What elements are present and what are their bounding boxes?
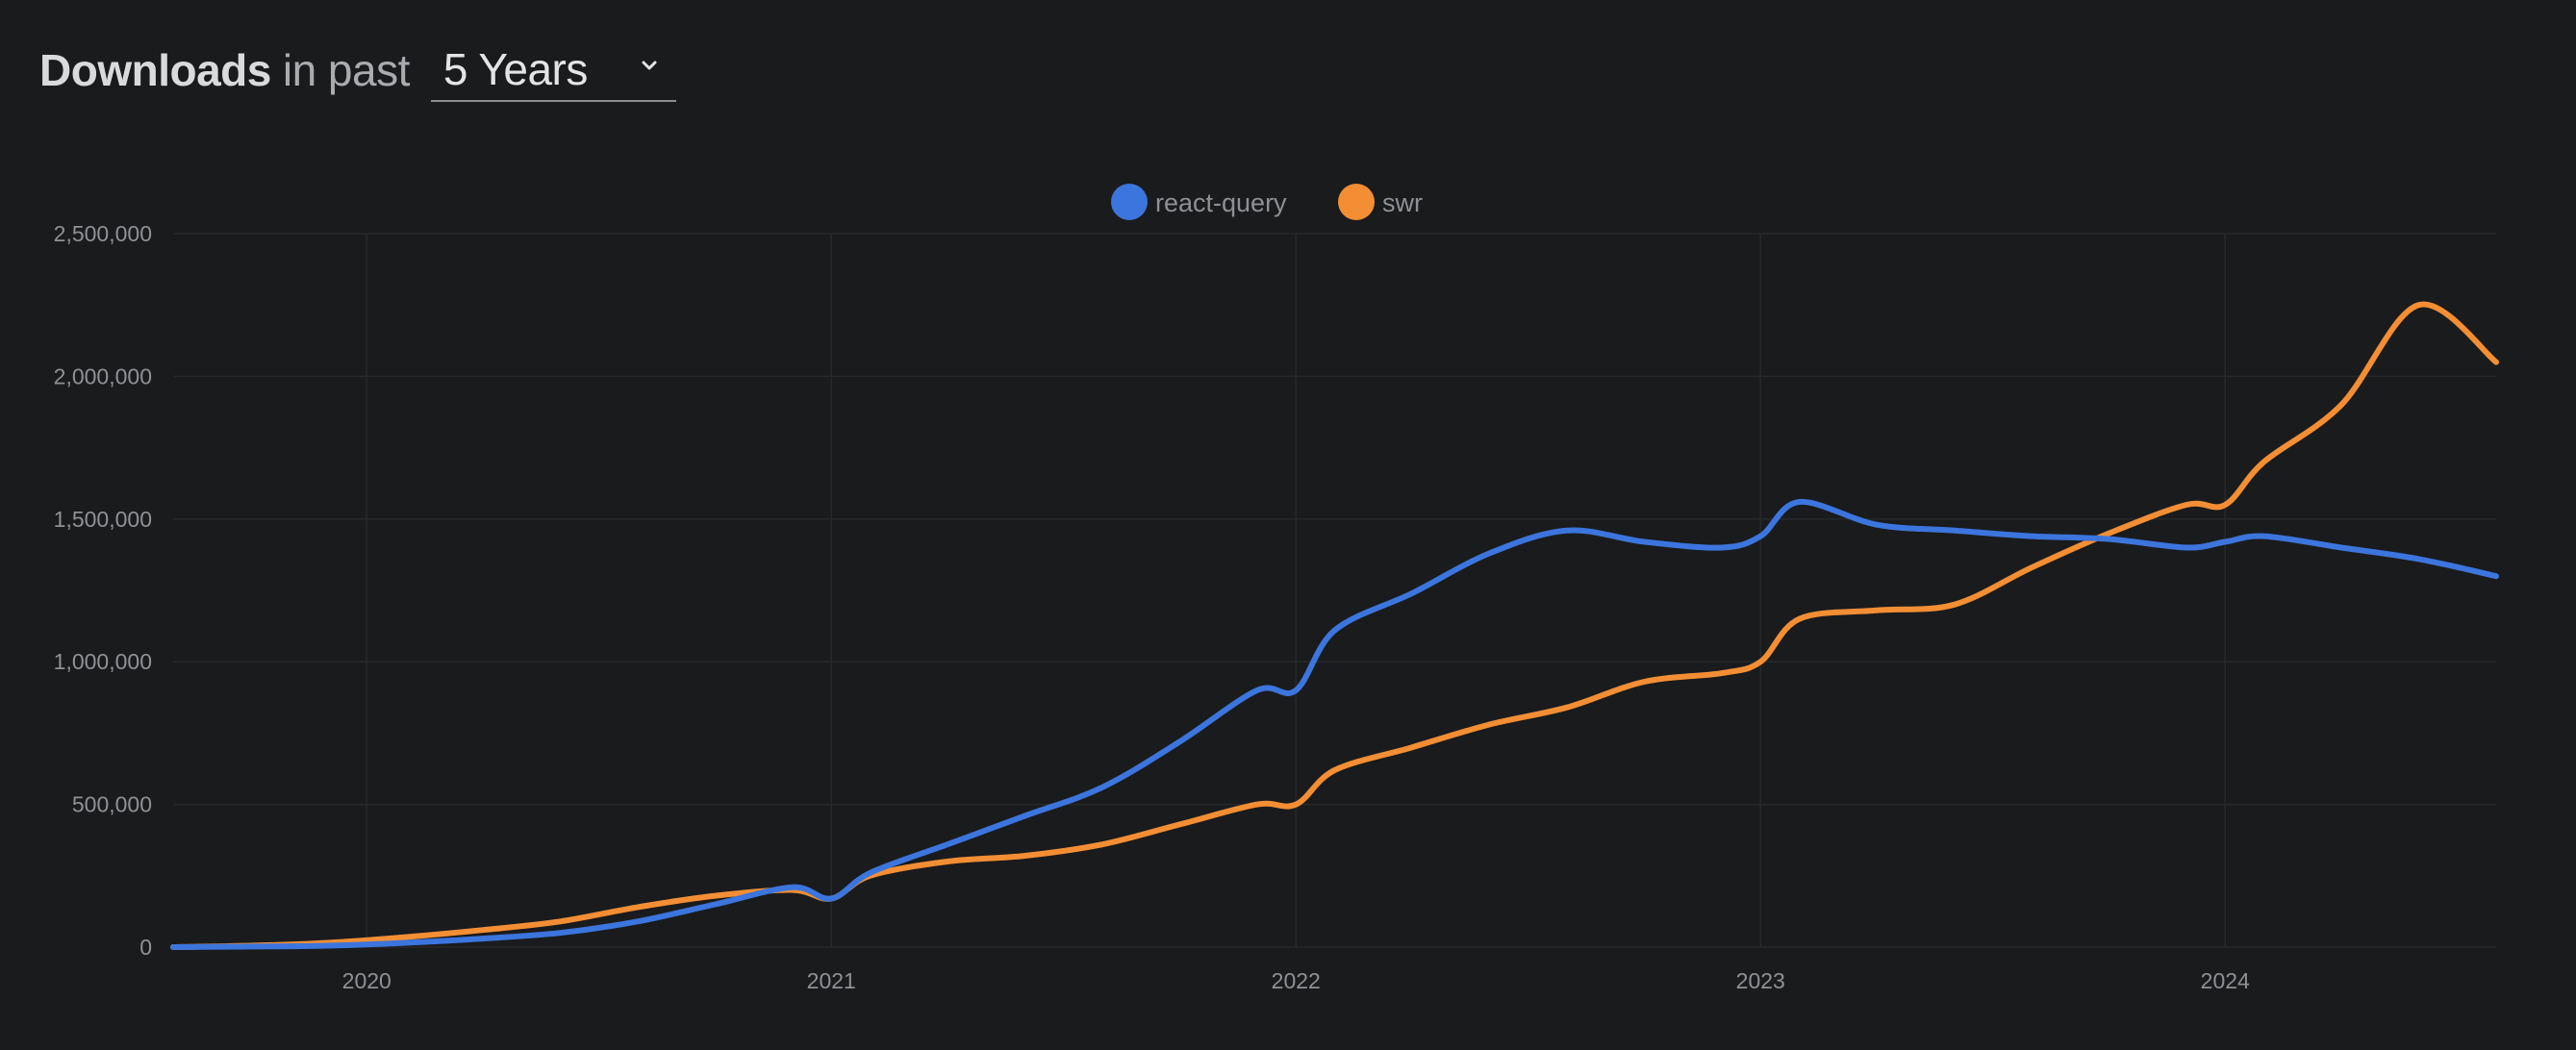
legend-label-react-query: react-query bbox=[1155, 188, 1287, 217]
x-tick-label: 2022 bbox=[1272, 968, 1321, 993]
y-tick-label: 1,500,000 bbox=[54, 507, 152, 532]
x-tick-label: 2021 bbox=[807, 968, 856, 993]
downloads-header: Downloads in past 5 Years bbox=[39, 38, 676, 102]
period-select-value: 5 Years bbox=[442, 44, 588, 94]
header-title-soft: in past bbox=[282, 45, 411, 95]
legend-swatch-react-query bbox=[1111, 184, 1148, 220]
x-tick-label: 2023 bbox=[1736, 968, 1785, 993]
header-title-strong: Downloads bbox=[39, 45, 271, 95]
x-tick-label: 2020 bbox=[342, 968, 391, 993]
y-tick-label: 0 bbox=[139, 935, 152, 960]
series-line-swr bbox=[170, 301, 2499, 950]
y-tick-label: 1,000,000 bbox=[54, 649, 152, 674]
y-tick-label: 500,000 bbox=[72, 792, 152, 817]
x-tick-label: 2024 bbox=[2201, 968, 2250, 993]
y-tick-label: 2,000,000 bbox=[54, 363, 152, 388]
period-select[interactable]: 5 Years bbox=[430, 38, 676, 102]
chevron-down-icon bbox=[642, 61, 657, 70]
series-line-react-query bbox=[170, 498, 2499, 950]
y-tick-label: 2,500,000 bbox=[54, 221, 152, 246]
legend-swatch-swr bbox=[1338, 184, 1375, 220]
legend-label-swr: swr bbox=[1382, 188, 1423, 217]
